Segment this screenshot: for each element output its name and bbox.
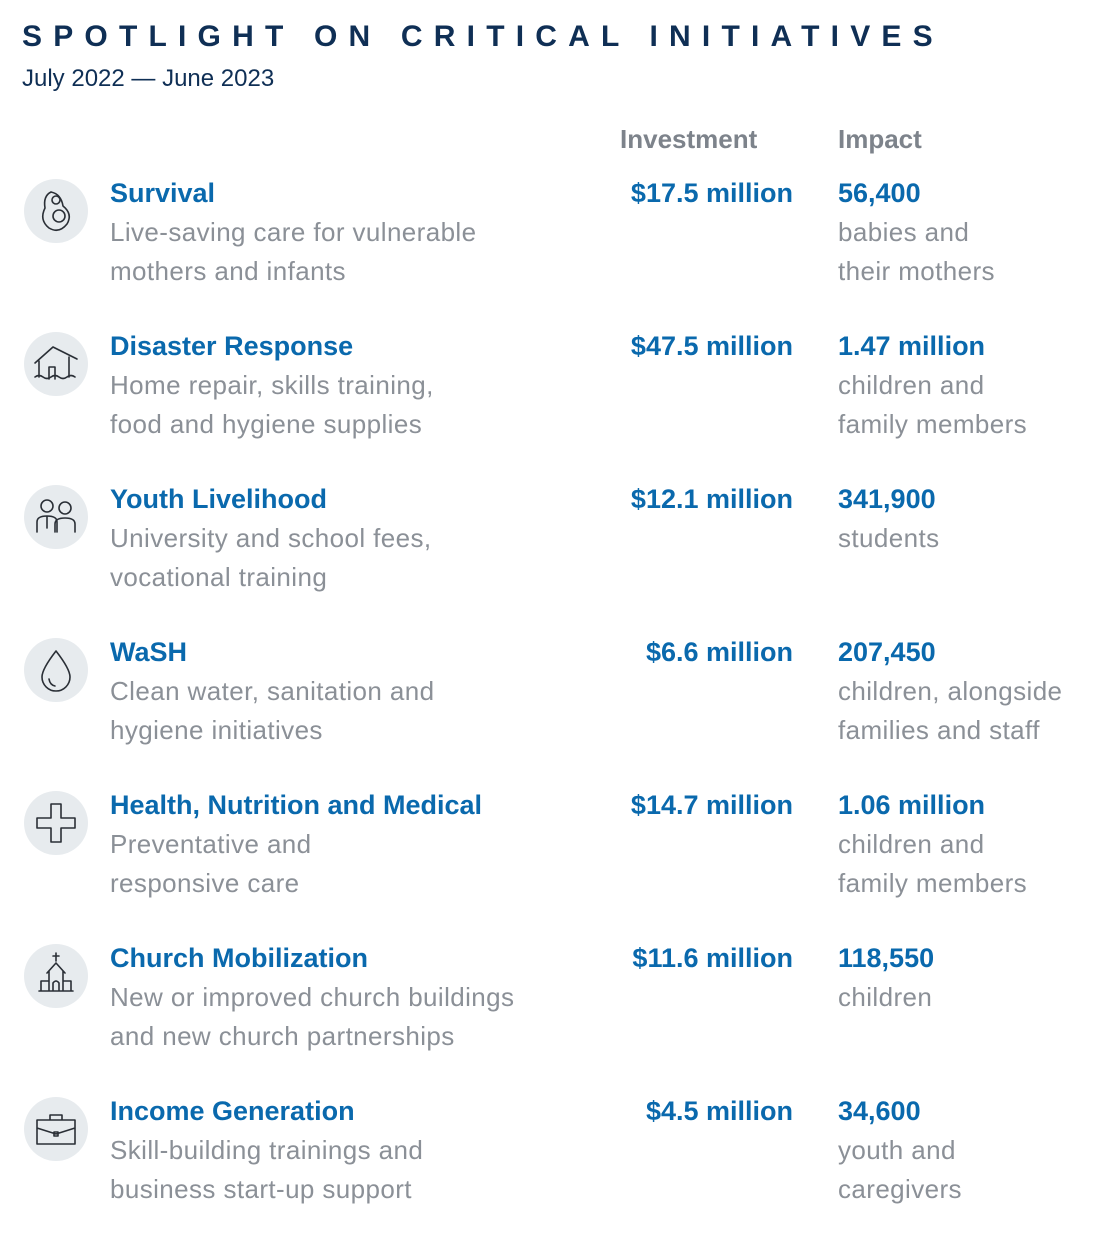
investment-amount: $47.5 million xyxy=(630,331,793,361)
impact-text: students xyxy=(838,523,940,553)
initiative-description: New or improved church buildings xyxy=(110,982,515,1012)
initiative-description: vocational training xyxy=(110,561,328,592)
initiative-name: Youth Livelihood xyxy=(110,484,327,514)
initiative-name: Income Generation xyxy=(110,1096,355,1126)
initiative-description: and new church partnerships xyxy=(110,1020,455,1051)
impact-text: caregivers xyxy=(838,1173,962,1204)
impact-value: 118,550 xyxy=(838,943,935,973)
impact-text: babies and xyxy=(838,217,970,247)
investment-amount: $11.6 million xyxy=(632,943,793,973)
church-icon xyxy=(24,944,88,1008)
disaster-icon xyxy=(24,332,88,396)
wash-icon xyxy=(24,638,88,702)
impact-text: family members xyxy=(838,867,1028,898)
investment-amount: $14.7 million xyxy=(630,790,793,820)
initiative-description: hygiene initiatives xyxy=(110,714,323,745)
youth-icon xyxy=(24,485,88,549)
initiative-description: Clean water, sanitation and xyxy=(110,676,435,706)
impact-value: 341,900 xyxy=(838,484,936,514)
impact-text: youth and xyxy=(838,1135,956,1165)
impact-value: 1.06 million xyxy=(838,790,986,820)
initiative-name: Disaster Response xyxy=(110,331,354,361)
impact-text: children and xyxy=(838,370,985,400)
initiative-description: mothers and infants xyxy=(110,255,346,286)
initiative-description: Skill-building trainings and xyxy=(110,1135,424,1165)
investment-amount: $6.6 million xyxy=(645,637,793,667)
impact-text: children, alongside xyxy=(838,676,1063,706)
subtitle: July 2022 — June 2023 xyxy=(22,65,275,92)
initiative-name: Church Mobilization xyxy=(110,943,368,973)
title: SPOTLIGHT ON CRITICAL INITIATIVES xyxy=(22,20,944,53)
impact-value: 207,450 xyxy=(838,637,936,667)
initiative-description: Live-saving care for vulnerable xyxy=(110,217,477,247)
impact-value: 56,400 xyxy=(838,178,921,208)
initiative-description: business start-up support xyxy=(110,1173,412,1204)
initiative-description: food and hygiene supplies xyxy=(110,408,423,439)
health-icon xyxy=(24,791,88,855)
investment-amount: $17.5 million xyxy=(630,178,793,208)
survival-icon xyxy=(24,179,88,243)
initiative-name: Health, Nutrition and Medical xyxy=(110,790,483,820)
investment-amount: $4.5 million xyxy=(645,1096,793,1126)
column-header: Impact xyxy=(838,124,922,154)
initiative-description: responsive care xyxy=(110,867,300,898)
column-header: Investment xyxy=(620,124,758,154)
initiative-name: Survival xyxy=(110,178,216,208)
income-icon xyxy=(24,1097,88,1161)
initiative-description: Preventative and xyxy=(110,829,312,859)
impact-text: families and staff xyxy=(838,714,1040,745)
impact-text: their mothers xyxy=(838,255,995,286)
initiative-description: Home repair, skills training, xyxy=(110,370,434,400)
impact-value: 34,600 xyxy=(838,1096,921,1126)
investment-amount: $12.1 million xyxy=(630,484,793,514)
impact-text: family members xyxy=(838,408,1028,439)
impact-value: 1.47 million xyxy=(838,331,986,361)
initiative-name: WaSH xyxy=(110,637,188,667)
impact-text: children and xyxy=(838,829,985,859)
impact-text: children xyxy=(838,982,933,1012)
initiative-description: University and school fees, xyxy=(110,523,432,553)
